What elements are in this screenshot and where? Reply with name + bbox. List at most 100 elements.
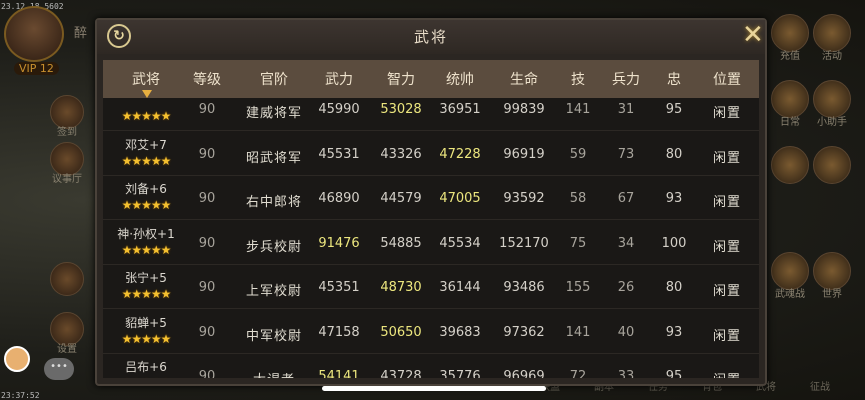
cell-troops: 67 bbox=[617, 191, 635, 206]
helper-scroll-icon[interactable] bbox=[813, 80, 851, 118]
cell-position: 闲置 bbox=[712, 106, 742, 121]
quest-icon[interactable] bbox=[771, 146, 809, 184]
bottom-menu-item[interactable]: 背包 bbox=[702, 382, 722, 393]
column-header-loyalty[interactable]: 忠 bbox=[667, 72, 681, 88]
daily-icon[interactable] bbox=[771, 80, 809, 118]
bottom-menu-item[interactable]: 联盟 bbox=[540, 382, 560, 393]
cell-intellect: 48730 bbox=[380, 280, 422, 295]
table-row[interactable]: 刘备+6 ★★★★★ 90 右中郎将 46890 44579 47005 93592 58 67 9… bbox=[103, 176, 759, 220]
close-x-icon[interactable]: ✕ bbox=[742, 20, 764, 50]
chat-bubble-icon[interactable]: ••• bbox=[44, 358, 74, 380]
cell-troops: 34 bbox=[617, 235, 635, 251]
cell-force: 45351 bbox=[318, 280, 360, 295]
right-menu-label: 小助手 bbox=[817, 117, 847, 128]
bottom-menu-item[interactable]: 征战 bbox=[810, 382, 830, 393]
column-header-command[interactable]: 统帅 bbox=[446, 72, 474, 88]
mail-icon[interactable] bbox=[50, 262, 84, 296]
cell-force: 54141 bbox=[318, 369, 360, 378]
cell-skill: 75 bbox=[569, 235, 587, 251]
player-avatar[interactable] bbox=[4, 6, 64, 62]
column-header-level[interactable]: 等级 bbox=[193, 72, 221, 88]
star-rating-icon: ★★★★★ bbox=[121, 109, 172, 123]
right-menu-label: 世界 bbox=[822, 289, 842, 300]
cell-skill: 72 bbox=[569, 369, 587, 378]
table-row[interactable]: ★★★★★ 90 建威将军 45990 53028 36951 99839 141 31 95 闲置 bbox=[103, 87, 759, 131]
cell-position: 闲置 bbox=[712, 328, 742, 344]
cell-level: 90 bbox=[198, 235, 216, 251]
column-header-troops[interactable]: 兵力 bbox=[612, 72, 640, 88]
bottom-timestamp: 23:37:52 bbox=[1, 391, 40, 400]
cell-force: 47158 bbox=[318, 324, 360, 340]
treasure-icon[interactable] bbox=[813, 146, 851, 184]
table-row[interactable]: 貂蝉+5 ★★★★★ 90 中军校尉 47158 50650 39683 97362 141 40… bbox=[103, 310, 759, 354]
star-rating-icon: ★★★★★ bbox=[122, 376, 172, 378]
cat-mascot-icon[interactable] bbox=[4, 346, 30, 372]
right-menu-label: 武魂战 bbox=[775, 289, 805, 300]
column-header-skill[interactable]: 技 bbox=[571, 72, 585, 88]
sign-in-icon[interactable] bbox=[50, 95, 84, 129]
cell-rank: 昭武将军 bbox=[245, 150, 303, 166]
recharge-icon[interactable] bbox=[771, 14, 809, 52]
cell-position: 闲置 bbox=[712, 284, 742, 299]
dialog-title: 武将 bbox=[413, 28, 448, 46]
cell-command: 35776 bbox=[439, 369, 481, 378]
cell-hp: 93486 bbox=[503, 280, 545, 295]
player-name: 醉 bbox=[74, 26, 88, 41]
column-header-position[interactable]: 位置 bbox=[713, 72, 741, 88]
right-menu: 充值 活动 日常 小助手 武魂战 世界 bbox=[767, 0, 865, 400]
settings-gear-icon[interactable] bbox=[50, 312, 84, 346]
cell-level: 90 bbox=[198, 102, 216, 117]
cell-position: 闲置 bbox=[713, 369, 741, 378]
table-row[interactable]: 神·孙权+1 ★★★★★ 90 步兵校尉 91476 54885 45534 152170 75… bbox=[103, 221, 759, 265]
home-indicator[interactable] bbox=[322, 386, 546, 391]
cell-hp: 96919 bbox=[503, 146, 545, 162]
cell-loyalty: 93 bbox=[665, 191, 683, 206]
left-menu-label: 签到 bbox=[57, 127, 77, 138]
right-menu-label: 充值 bbox=[780, 51, 800, 62]
cell-hp: 97362 bbox=[503, 324, 545, 340]
column-header-name[interactable]: 武将 bbox=[132, 72, 160, 88]
cell-force: 91476 bbox=[318, 235, 360, 251]
world-icon[interactable] bbox=[813, 252, 851, 290]
cell-intellect: 54885 bbox=[380, 235, 422, 251]
cell-hp: 152170 bbox=[499, 235, 549, 251]
column-header-force[interactable]: 武力 bbox=[325, 72, 353, 88]
cell-intellect: 43728 bbox=[380, 369, 422, 378]
cell-intellect: 43326 bbox=[380, 146, 422, 162]
cell-rank: 建威将军 bbox=[245, 106, 303, 121]
star-rating-icon: ★★★★★ bbox=[121, 198, 172, 212]
cell-hp: 99839 bbox=[503, 102, 545, 117]
council-hall-icon[interactable] bbox=[50, 142, 84, 176]
column-header-hp[interactable]: 生命 bbox=[510, 72, 538, 88]
cell-rank: 大谒者 bbox=[253, 369, 295, 378]
cell-intellect: 50650 bbox=[380, 324, 422, 340]
star-rating-icon: ★★★★★ bbox=[121, 153, 172, 168]
generals-table[interactable]: 武将 等级 官阶 武力 智力 统帅 生命 技 兵力 忠 位置 ★★★★★ 90 建威将军 45990 530… bbox=[103, 60, 759, 378]
cell-rank: 上军校尉 bbox=[245, 284, 303, 299]
vip-badge: VIP 12 bbox=[14, 62, 59, 75]
cell-troops: 33 bbox=[617, 369, 635, 378]
cell-hp: 93592 bbox=[503, 191, 545, 206]
cell-level: 90 bbox=[198, 191, 216, 206]
table-row[interactable]: 邓艾+7 ★★★★★ 90 昭武将军 45531 43326 47228 96919 59 73 8… bbox=[103, 132, 759, 176]
bottom-menu-item[interactable]: 任务 bbox=[648, 382, 668, 393]
table-row[interactable]: 张宁+5 ★★★★★ 90 上军校尉 45351 48730 36144 93486 155 26… bbox=[103, 265, 759, 309]
gift-box-icon[interactable] bbox=[813, 14, 851, 52]
cell-command: 39683 bbox=[439, 324, 481, 340]
bottom-menu-item[interactable]: 副本 bbox=[594, 382, 614, 393]
column-header-intellect[interactable]: 智力 bbox=[387, 72, 415, 88]
cell-hp: 96969 bbox=[503, 369, 545, 378]
dialog-titlebar: ↻ 武将 ✕ bbox=[97, 20, 765, 54]
refresh-icon[interactable]: ↻ bbox=[107, 24, 131, 48]
cell-loyalty: 95 bbox=[665, 369, 683, 378]
cell-skill: 141 bbox=[565, 324, 591, 340]
general-name: 吕布+6 bbox=[125, 360, 167, 374]
column-header-rank[interactable]: 官阶 bbox=[260, 72, 288, 88]
cell-command: 36144 bbox=[439, 280, 481, 295]
sort-down-arrow-icon bbox=[142, 90, 152, 98]
table-row[interactable]: 吕布+6 ★★★★★ 90 大谒者 54141 43728 35776 96969 72 33 95… bbox=[103, 354, 759, 378]
bottom-menu-item[interactable]: 武将 bbox=[756, 382, 776, 393]
general-name: 神·孙权+1 bbox=[117, 226, 175, 241]
cell-skill: 59 bbox=[569, 146, 587, 162]
soul-battle-icon[interactable] bbox=[771, 252, 809, 290]
